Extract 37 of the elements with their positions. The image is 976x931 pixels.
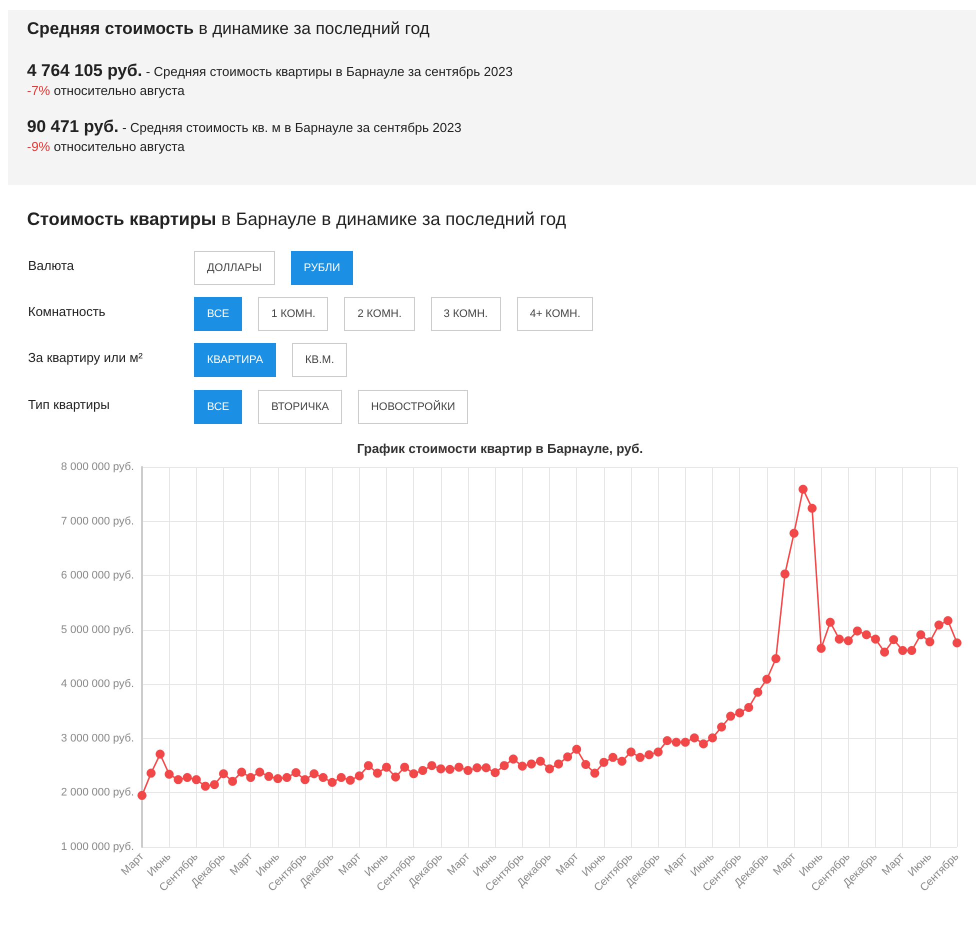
text: 4 764 105 руб. — [27, 61, 142, 80]
text: - Средняя стоимость квартиры в Барнауле за сентябрь 2023 — [146, 64, 513, 79]
text: 4+ КОМН. — [530, 308, 580, 320]
text: КВ.М. — [305, 354, 334, 366]
chart-title: График стоимости квартир в Барнауле, руб. — [357, 441, 643, 456]
y-tick-label: 8 000 000 руб. — [61, 461, 134, 473]
y-tick-label: 5 000 000 руб. — [61, 624, 134, 636]
text: 3 КОМН. — [444, 308, 488, 320]
y-tick-label: 7 000 000 руб. — [61, 515, 134, 528]
text: ВТОРИЧКА — [271, 401, 329, 413]
text: -7% — [27, 83, 50, 98]
text: Комнатность — [28, 304, 106, 319]
text: НОВОСТРОЙКИ — [370, 401, 456, 413]
text: в динамике за последний год — [198, 19, 430, 38]
text: Средняя стоимость — [27, 19, 194, 38]
y-tick-label: 4 000 000 руб. — [61, 678, 134, 690]
text: Валюта — [28, 258, 74, 273]
text: ВСЕ — [207, 401, 230, 413]
text: РУБЛИ — [304, 262, 340, 274]
text: Стоимость квартиры — [27, 209, 216, 229]
text: в Барнауле в динамике за последний год — [221, 209, 566, 229]
text: 1 КОМН. — [271, 308, 316, 320]
text: относительно августа — [54, 83, 185, 98]
y-tick-label: 6 000 000 руб. — [61, 570, 134, 582]
text: За квартиру или м² — [28, 350, 143, 365]
text: относительно августа — [54, 139, 185, 154]
text: - Средняя стоимость кв. м в Барнауле за сентябрь 2023 — [122, 120, 462, 135]
text: 2 КОМН. — [357, 308, 402, 320]
y-tick-label: 1 000 000 руб. — [61, 841, 134, 853]
text: ВСЕ — [207, 308, 230, 320]
y-tick-label: 2 000 000 руб. — [61, 786, 134, 799]
text: ДОЛЛАРЫ — [207, 262, 262, 274]
y-tick-label: 3 000 000 руб. — [61, 732, 134, 744]
text: Тип квартиры — [28, 397, 110, 412]
text: 90 471 руб. — [27, 117, 119, 136]
text: КВАРТИРА — [207, 354, 264, 366]
text: -9% — [27, 139, 50, 154]
